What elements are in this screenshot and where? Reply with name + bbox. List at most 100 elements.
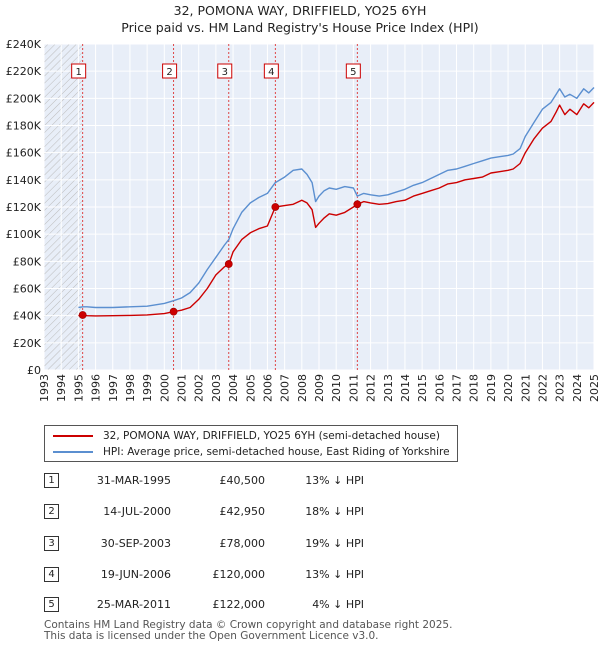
transaction-price: £122,000 — [212, 598, 266, 611]
sale-point — [353, 200, 362, 209]
x-tick-label: 2007 — [279, 374, 292, 402]
title-subtitle: Price paid vs. HM Land Registry's House … — [121, 20, 479, 35]
transaction-number: 2 — [44, 504, 59, 519]
x-tick-label: 2002 — [193, 374, 206, 402]
x-tick-label: 2013 — [382, 374, 395, 402]
legend-swatch-property — [53, 435, 93, 437]
table-row: 2 14-JUL-2000 £42,950 18% ↓ HPI — [44, 504, 384, 521]
y-tick-label: £240K — [6, 38, 42, 51]
x-tick-label: 2014 — [399, 374, 412, 402]
y-tick-label: £100K — [6, 228, 42, 241]
y-tick-label: £180K — [6, 120, 42, 133]
x-tick-label: 2017 — [451, 374, 464, 402]
x-tick-label: 1994 — [55, 374, 68, 402]
transaction-date: 25-MAR-2011 — [96, 598, 171, 611]
sale-label-number: 5 — [350, 67, 356, 78]
table-row: 3 30-SEP-2003 £78,000 19% ↓ HPI — [44, 536, 384, 553]
y-tick-label: £20K — [13, 337, 42, 350]
x-tick-label: 2023 — [554, 374, 567, 402]
x-tick-label: 2019 — [485, 374, 498, 402]
sale-label-box — [263, 63, 279, 79]
x-tick-label: 2001 — [176, 374, 189, 402]
x-tick-label: 1999 — [141, 374, 154, 402]
transaction-number: 3 — [44, 536, 59, 551]
sale-label-number: 2 — [166, 67, 172, 78]
transaction-date: 30-SEP-2003 — [100, 537, 171, 550]
series-line-property — [78, 101, 595, 317]
x-tick-label: 2022 — [536, 374, 549, 402]
footer-copyright: Contains HM Land Registry data © Crown c… — [44, 619, 453, 631]
y-tick-label: £120K — [6, 201, 42, 214]
x-tick-label: 2010 — [330, 374, 343, 402]
transaction-hpi-diff: 18% ↓ HPI — [305, 505, 364, 518]
legend-swatch-hpi — [53, 451, 93, 453]
table-row: 5 25-MAR-2011 £122,000 4% ↓ HPI — [44, 597, 384, 614]
y-tick-label: £80K — [13, 255, 42, 268]
y-tick-label: £60K — [13, 283, 42, 296]
x-tick-label: 1993 — [38, 374, 51, 402]
sale-point — [224, 260, 233, 268]
x-tick-label: 2004 — [227, 374, 240, 402]
transaction-price: £78,000 — [219, 537, 266, 550]
x-tick-label: 2025 — [588, 374, 600, 402]
transaction-date: 19-JUN-2006 — [100, 568, 171, 581]
footer-attribution: Contains HM Land Registry data © Crown c… — [44, 620, 452, 642]
x-tick-label: 2003 — [210, 374, 223, 402]
legend-item-property: 32, POMONA WAY, DRIFFIELD, YO25 6YH (sem… — [53, 429, 440, 443]
y-tick-label: £160K — [6, 147, 42, 160]
transaction-date: 31-MAR-1995 — [96, 474, 171, 487]
sale-label-box — [71, 63, 87, 79]
y-tick-label: £220K — [6, 65, 42, 78]
x-tick-label: 2011 — [347, 374, 360, 402]
x-tick-label: 2008 — [296, 374, 309, 402]
transaction-number: 1 — [44, 473, 59, 488]
x-tick-label: 1995 — [72, 374, 85, 402]
transaction-price: £120,000 — [212, 568, 266, 581]
x-tick-label: 2021 — [519, 374, 532, 402]
sale-point — [78, 311, 87, 319]
x-tick-label: 2016 — [433, 374, 446, 402]
sale-label-box — [162, 63, 178, 79]
x-tick-label: 2012 — [365, 374, 378, 402]
sale-label-box — [345, 63, 361, 79]
x-tick-label: 2018 — [468, 374, 481, 402]
transaction-hpi-diff: 13% ↓ HPI — [305, 474, 364, 487]
legend-label-property: 32, POMONA WAY, DRIFFIELD, YO25 6YH (sem… — [103, 430, 440, 442]
transaction-number: 5 — [44, 597, 59, 612]
x-tick-label: 2006 — [261, 374, 274, 402]
sale-point — [271, 203, 280, 211]
table-row: 1 31-MAR-1995 £40,500 13% ↓ HPI — [44, 473, 384, 490]
sale-point — [169, 307, 178, 316]
sale-label-number: 3 — [222, 67, 228, 78]
chart-legend: 32, POMONA WAY, DRIFFIELD, YO25 6YH (sem… — [44, 425, 458, 462]
x-tick-label: 2000 — [158, 374, 171, 402]
x-tick-label: 2009 — [313, 374, 326, 402]
y-tick-label: £140K — [6, 174, 42, 187]
y-tick-label: £200K — [6, 92, 42, 105]
series-line-hpi — [78, 87, 595, 309]
legend-label-hpi: HPI: Average price, semi-detached house,… — [103, 446, 450, 458]
chart-title: 32, POMONA WAY, DRIFFIELD, YO25 6YH Pric… — [0, 2, 600, 36]
title-address: 32, POMONA WAY, DRIFFIELD, YO25 6YH — [173, 3, 427, 18]
transaction-number: 4 — [44, 567, 59, 582]
sale-label-number: 1 — [75, 67, 81, 78]
transaction-price: £40,500 — [219, 474, 266, 487]
x-tick-label: 2015 — [416, 374, 429, 402]
transaction-price: £42,950 — [219, 505, 266, 518]
y-tick-label: £40K — [13, 310, 42, 323]
price-chart: 1 2 3 4 5 £0 £20K £40K £60K £80K £100K £120K £140K £1… — [6, 38, 600, 402]
x-tick-label: 1997 — [107, 374, 120, 402]
footer-license: This data is licensed under the Open Gov… — [44, 630, 379, 642]
x-tick-label: 1996 — [90, 374, 103, 402]
x-tick-label: 2020 — [502, 374, 515, 402]
transaction-hpi-diff: 19% ↓ HPI — [305, 537, 364, 550]
transaction-hpi-diff: 4% ↓ HPI — [312, 598, 364, 611]
table-row: 4 19-JUN-2006 £120,000 13% ↓ HPI — [44, 567, 384, 584]
transaction-hpi-diff: 13% ↓ HPI — [305, 568, 364, 581]
x-tick-label: 1998 — [124, 374, 137, 402]
x-tick-label: 2024 — [571, 374, 584, 402]
y-tick-label: £0 — [27, 364, 41, 377]
x-tick-label: 2005 — [244, 374, 257, 402]
transaction-date: 14-JUL-2000 — [103, 505, 171, 518]
sale-label-box — [217, 63, 233, 79]
